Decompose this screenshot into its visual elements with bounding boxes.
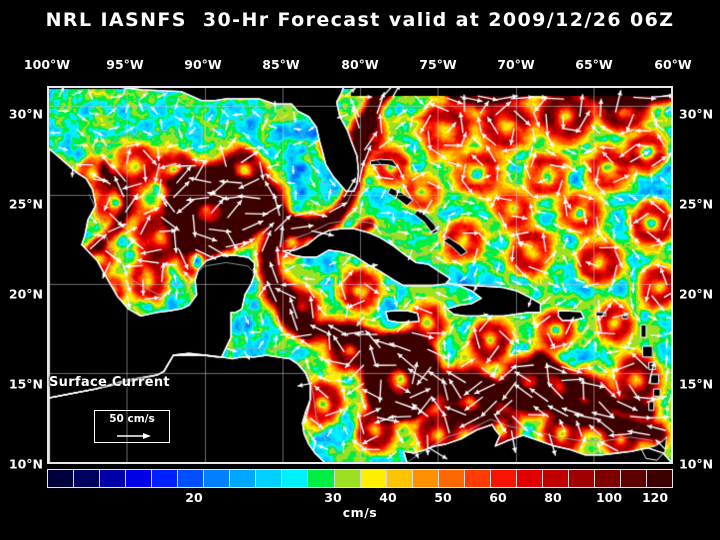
lon-tick-label: 75°W — [419, 57, 457, 72]
lat-tick-label-right: 30°N — [679, 106, 714, 122]
colorbar-cell — [542, 470, 569, 487]
lon-tick-label: 65°W — [575, 57, 613, 72]
colorbar-cell — [126, 470, 153, 487]
colorbar-tick-label: 40 — [379, 490, 397, 505]
colorbar-cell — [308, 470, 335, 487]
colorbar-cell — [516, 470, 543, 487]
colorbar-cell — [48, 470, 75, 487]
lat-tick-label-right: 15°N — [679, 376, 714, 392]
colorbar-cell — [568, 470, 595, 487]
surface-current-annotation: Surface Current — [49, 375, 170, 390]
lon-tick-label: 100°W — [23, 57, 71, 72]
vector-scale-legend: 50 cm/s — [94, 410, 170, 443]
lat-tick-label-left: 15°N — [8, 376, 43, 392]
colorbar-tick-label: 30 — [324, 490, 342, 505]
lon-tick-label: 80°W — [341, 57, 379, 72]
colorbar-cell — [594, 470, 622, 487]
right-arrow-icon — [117, 433, 151, 439]
colorbar-cell — [490, 470, 517, 487]
colorbar-cell — [100, 470, 127, 487]
colorbar-cell — [230, 470, 257, 487]
lat-tick-label-right: 10°N — [679, 456, 714, 472]
colorbar-cell — [282, 470, 309, 487]
colorbar-units-label: cm/s — [342, 505, 378, 520]
lat-tick-label-left: 10°N — [8, 456, 43, 472]
page-title: NRL IASNFS 30-Hr Forecast valid at 2009/… — [45, 9, 675, 31]
lon-tick-label: 70°W — [497, 57, 535, 72]
colorbar-cell — [464, 470, 491, 487]
surface-current-heatmap — [49, 88, 671, 462]
colorbar-cell — [386, 470, 413, 487]
colorbar-cell — [152, 470, 179, 487]
colorbar-tick-label: 80 — [544, 490, 562, 505]
lon-tick-label: 90°W — [184, 57, 222, 72]
colorbar-cell — [74, 470, 101, 487]
colorbar-cell — [256, 470, 283, 487]
colorbar-tick-label: 100 — [595, 490, 623, 505]
colorbar-cell — [412, 470, 439, 487]
colorbar-cell — [438, 470, 465, 487]
colorbar-cell — [621, 470, 648, 487]
colorbar-tick-label: 120 — [641, 490, 669, 505]
colorbar — [47, 469, 673, 488]
lat-tick-label-left: 20°N — [8, 286, 43, 302]
colorbar-tick-label: 60 — [489, 490, 507, 505]
lon-tick-label: 95°W — [106, 57, 144, 72]
colorbar-tick-label: 20 — [185, 490, 203, 505]
lat-tick-label-left: 25°N — [8, 196, 43, 212]
lat-tick-label-right: 20°N — [679, 286, 714, 302]
colorbar-cell — [647, 470, 673, 487]
vector-scale-label: 50 cm/s — [109, 413, 155, 425]
lon-tick-label: 60°W — [654, 57, 692, 72]
colorbar-cell — [360, 470, 387, 487]
colorbar-cell — [334, 470, 361, 487]
lat-tick-label-left: 30°N — [8, 106, 43, 122]
map-plot-area[interactable] — [47, 86, 673, 464]
colorbar-cell — [204, 470, 231, 487]
colorbar-tick-label: 50 — [434, 490, 452, 505]
colorbar-cell — [178, 470, 205, 487]
lat-tick-label-right: 25°N — [679, 196, 714, 212]
lon-tick-label: 85°W — [262, 57, 300, 72]
